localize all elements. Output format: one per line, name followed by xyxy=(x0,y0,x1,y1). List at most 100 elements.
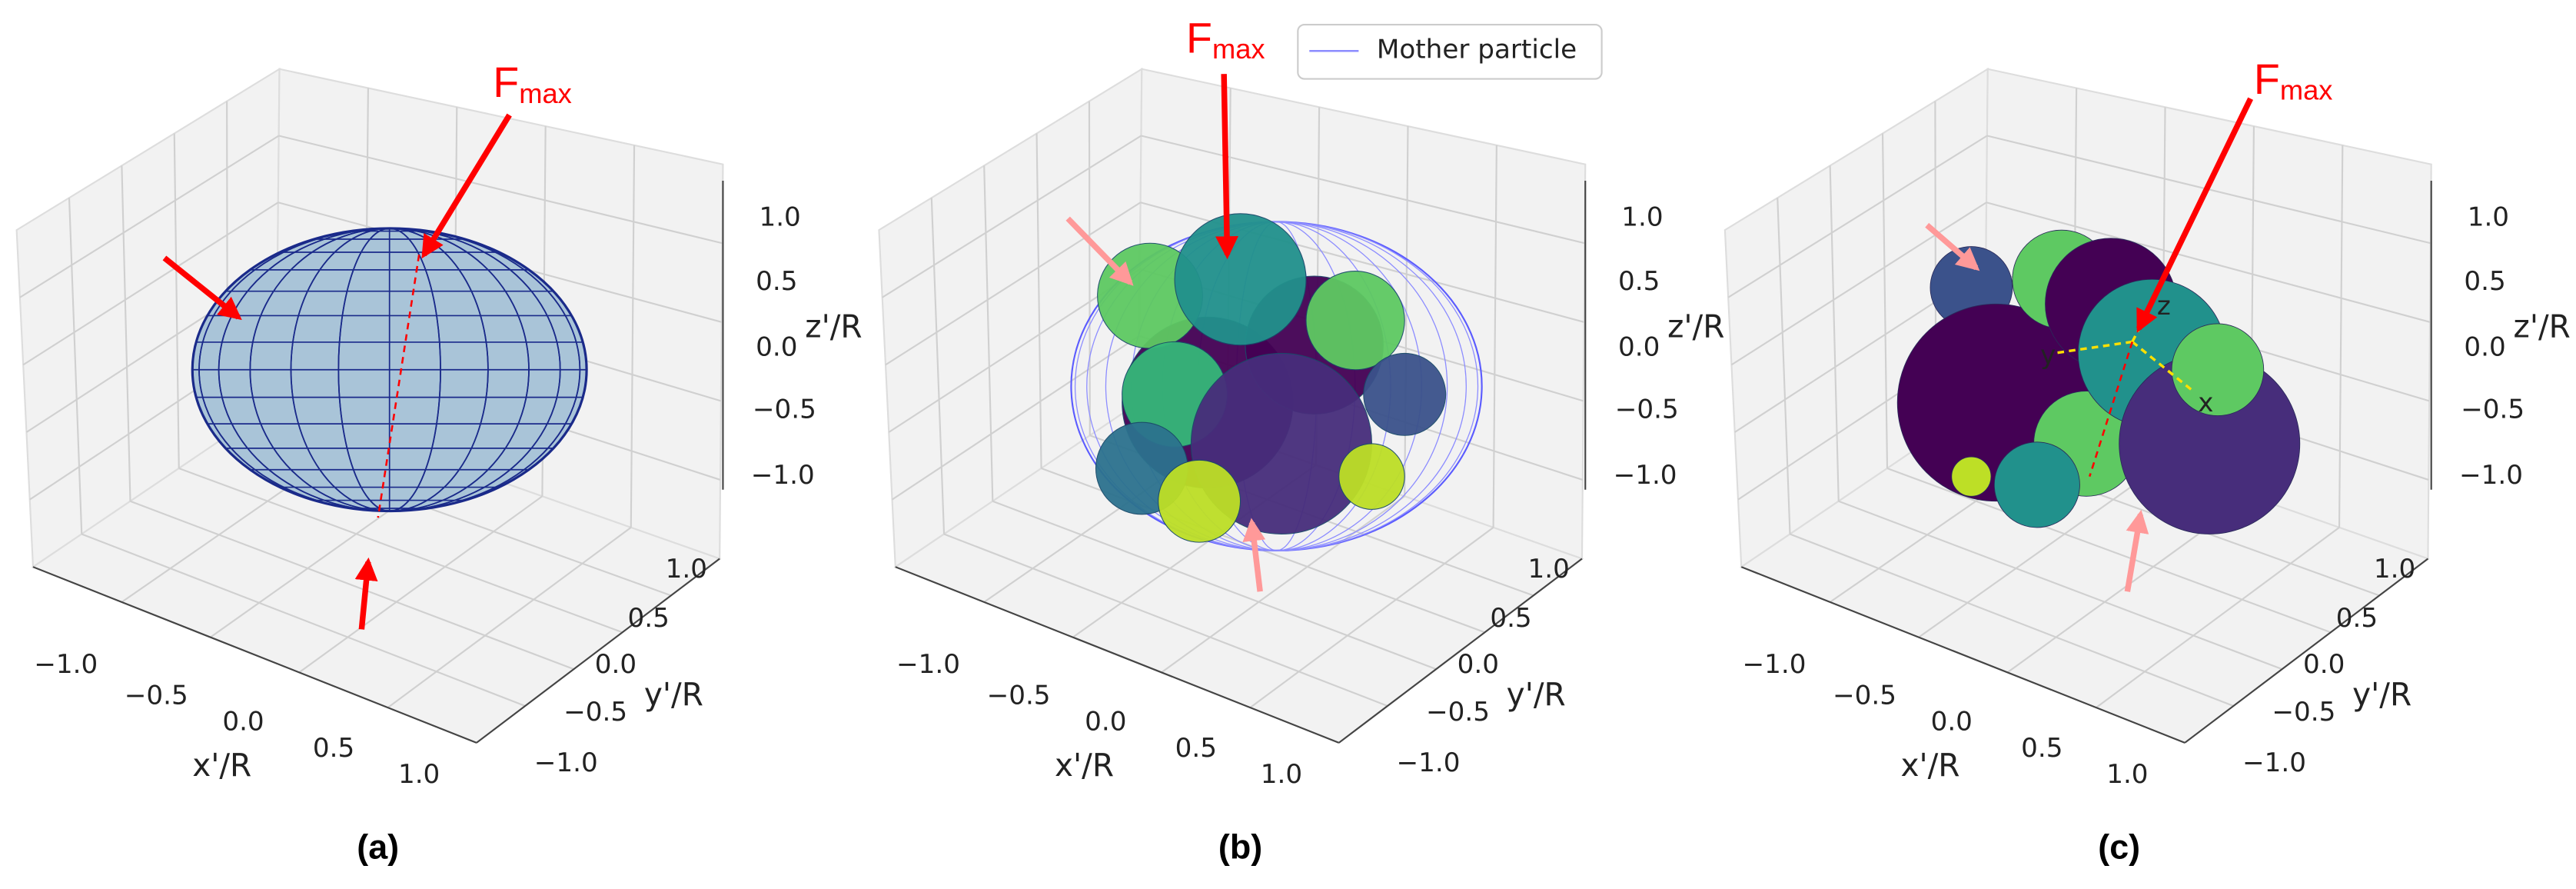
grid-line xyxy=(1918,464,2162,638)
grid-line xyxy=(1141,135,1585,245)
force-label-sub: max xyxy=(2280,74,2333,105)
z-axis-label: z'/R xyxy=(805,308,862,345)
z-tick-label: −0.5 xyxy=(1615,395,1679,425)
force-label-sub: max xyxy=(1212,33,1265,65)
grid-line xyxy=(1727,135,1988,298)
force-arrow xyxy=(162,255,242,321)
grid-line xyxy=(992,500,1437,671)
grid-line xyxy=(1492,145,1497,528)
force-arrow xyxy=(354,557,378,630)
z-tick-label: −1.0 xyxy=(1614,460,1677,491)
z-axis-label: z'/R xyxy=(2514,308,2571,345)
y-tick-label: −1.0 xyxy=(1397,747,1461,778)
panel: −1.0 −0.5 0.0 0.5 1.0 −1.0 −0.5 0.0 0.5 1.0 −1.0 −0… xyxy=(1723,55,2571,867)
x-tick-label: −0.5 xyxy=(1833,680,1896,711)
z-tick-label: −1.0 xyxy=(2459,460,2523,491)
legend-box xyxy=(1297,23,1603,80)
y-tick-label: −0.5 xyxy=(563,697,627,728)
x-tick-label: 0.0 xyxy=(222,707,264,738)
sub-particle xyxy=(1993,441,2080,528)
grid-line xyxy=(1829,165,1840,501)
y-axis-line xyxy=(2184,558,2429,744)
grid-line xyxy=(173,133,180,468)
grid-line xyxy=(130,500,574,671)
sub-particle xyxy=(1305,271,1405,371)
grid-line xyxy=(1161,495,1405,674)
grid-line xyxy=(278,135,723,245)
force-arrow xyxy=(1925,222,1980,271)
y-axis-label: y'/R xyxy=(2352,676,2411,713)
body-axis-label: z xyxy=(2157,291,2171,321)
force-arrow xyxy=(1215,74,1238,260)
y-tick-label: −1.0 xyxy=(2242,747,2306,778)
grid-line xyxy=(19,135,280,298)
grid-line xyxy=(1249,527,1494,708)
sub-particle xyxy=(1338,443,1405,510)
load-axis xyxy=(377,255,420,518)
z-tick-label: 0.5 xyxy=(1618,266,1660,297)
grid-line xyxy=(1881,133,1889,468)
x-tick-label: −1.0 xyxy=(1742,649,1806,680)
sub-particle xyxy=(2171,323,2265,417)
force-arrow xyxy=(2136,97,2254,333)
grid-line xyxy=(891,335,1140,501)
grid-line xyxy=(1730,201,1987,366)
grid-line xyxy=(630,145,636,528)
grid-line xyxy=(1777,198,1791,534)
z-tick-label: 1.0 xyxy=(1621,202,1663,233)
grid-line xyxy=(930,198,946,534)
grid-line xyxy=(1035,133,1042,468)
grid-line xyxy=(1790,533,2234,707)
z-tick-label: 1.0 xyxy=(759,202,800,233)
panel: −1.0 −0.5 0.0 0.5 1.0 −1.0 −0.5 0.0 0.5 1.0 −1.0 −0… xyxy=(15,58,863,867)
y-tick-label: −0.5 xyxy=(1426,697,1490,728)
grid-line xyxy=(885,201,1142,366)
z-tick-label: −1.0 xyxy=(751,460,815,491)
z-tick-label: 0.0 xyxy=(2464,331,2505,362)
force-label: Fmax xyxy=(493,58,572,109)
x-tick-label: 1.0 xyxy=(2106,759,2148,790)
sub-particle xyxy=(1158,459,1241,543)
y-tick-label: −0.5 xyxy=(2272,697,2335,728)
grid-line xyxy=(121,165,131,501)
x-tick-label: 0.0 xyxy=(1931,707,1973,738)
grid-line xyxy=(1088,101,1091,436)
force-label: Fmax xyxy=(2254,55,2333,106)
z-tick-label: 0.0 xyxy=(1618,331,1660,362)
z-tick-label: 0.0 xyxy=(756,331,797,362)
grid-line xyxy=(1838,500,2283,671)
y-tick-label: 1.0 xyxy=(1527,554,1569,584)
x-tick-label: −1.0 xyxy=(34,649,98,680)
grid-line xyxy=(882,135,1142,298)
y-tick-label: −1.0 xyxy=(534,747,598,778)
x-tick-label: 0.5 xyxy=(2021,733,2062,764)
body-axis-label: x xyxy=(2198,388,2213,418)
x-axis-line xyxy=(32,566,477,744)
x-tick-label: −0.5 xyxy=(987,680,1051,711)
y-tick-label: 0.5 xyxy=(2336,603,2378,634)
x-tick-label: −1.0 xyxy=(896,649,960,680)
y-tick-label: 0.5 xyxy=(1490,603,1531,634)
sub-particle xyxy=(1174,213,1307,346)
grid-line xyxy=(943,533,1388,707)
grid-line xyxy=(1986,201,2431,323)
sub-particle xyxy=(1951,456,1992,497)
grid-line xyxy=(22,201,279,366)
y-tick-label: 1.0 xyxy=(666,554,707,584)
y-tick-label: 0.5 xyxy=(628,603,670,634)
force-label-main: F xyxy=(1186,14,1212,62)
z-axis-label: z'/R xyxy=(1667,308,1724,345)
z-tick-label: −0.5 xyxy=(2461,395,2524,425)
force-label-main: F xyxy=(493,58,519,106)
body-axis xyxy=(2052,340,2133,355)
force-arrow xyxy=(1065,216,1134,286)
y-tick-label: 0.0 xyxy=(595,649,637,680)
panel: −1.0 −0.5 0.0 0.5 1.0 −1.0 −0.5 0.0 0.5 1.0 −1.0 −0… xyxy=(878,14,1724,867)
body-axis-label: y xyxy=(2040,340,2056,371)
grid-line xyxy=(298,495,543,674)
x-tick-label: 1.0 xyxy=(1261,759,1302,790)
force-label-main: F xyxy=(2254,55,2280,103)
z-tick-label: −0.5 xyxy=(753,395,816,425)
grid-line xyxy=(1886,467,2332,634)
panel-label: (c) xyxy=(2098,827,2140,867)
